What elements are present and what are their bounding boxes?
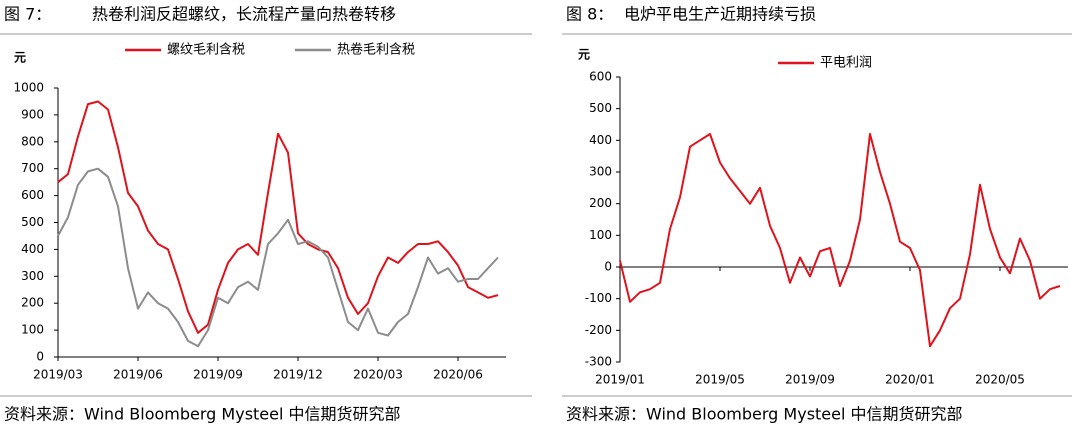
y-tick-label: 100 [589,228,612,242]
y-tick-label: 200 [21,296,44,310]
y-tick-label: 600 [589,70,612,84]
figure-label: 图 7： [4,5,51,24]
y-tick-label: 400 [21,242,44,256]
x-tick-label: 2020/06 [433,368,483,382]
x-tick-label: 2019/09 [785,373,835,387]
y-tick-label: 300 [21,269,44,283]
y-tick-label: 900 [21,107,44,121]
y-tick-label: -100 [585,291,612,305]
y-axis-unit: 元 [578,48,590,62]
y-tick-label: 0 [36,350,44,364]
y-tick-label: 500 [589,101,612,115]
legend-label: 平电利润 [820,56,872,71]
y-tick-label: -300 [585,355,612,369]
y-tick-label: 100 [21,323,44,337]
chart-title: 热卷利润反超螺纹，长流程产量向热卷转移 [92,5,396,24]
y-tick-label: 800 [21,134,44,148]
legend-label: 螺纹毛利含税 [167,42,245,58]
y-tick-label: 200 [589,196,612,210]
y-tick-label: 700 [21,161,44,175]
y-tick-label: 500 [21,215,44,229]
x-tick-label: 2019/03 [33,368,83,382]
x-tick-label: 2019/12 [273,368,323,382]
x-tick-label: 2019/05 [695,373,745,387]
x-tick-label: 2019/01 [595,373,645,387]
y-tick-label: 600 [21,188,44,202]
footer-source: 资料来源：Wind Bloomberg Mysteel 中信期货研究部 [566,405,963,424]
chart-title: 电炉平电生产近期持续亏损 [624,5,816,24]
x-tick-label: 2020/03 [353,368,403,382]
x-tick-label: 2020/05 [975,373,1025,387]
x-tick-label: 2019/09 [193,368,243,382]
y-tick-label: -200 [585,323,612,337]
y-tick-label: 400 [589,133,612,147]
x-tick-label: 2020/01 [885,373,935,387]
footer-source: 资料来源：Wind Bloomberg Mysteel 中信期货研究部 [4,405,401,424]
data-line [57,167,499,348]
y-tick-label: 300 [589,165,612,179]
figure-label: 图 8： [566,5,613,24]
data-line [619,133,1061,348]
y-tick-label: 0 [604,260,612,274]
x-tick-label: 2019/06 [113,368,163,382]
data-line [57,100,499,334]
legend-label: 热卷毛利含税 [337,42,415,58]
y-axis-unit: 元 [14,51,26,65]
y-tick-label: 1000 [13,81,44,95]
